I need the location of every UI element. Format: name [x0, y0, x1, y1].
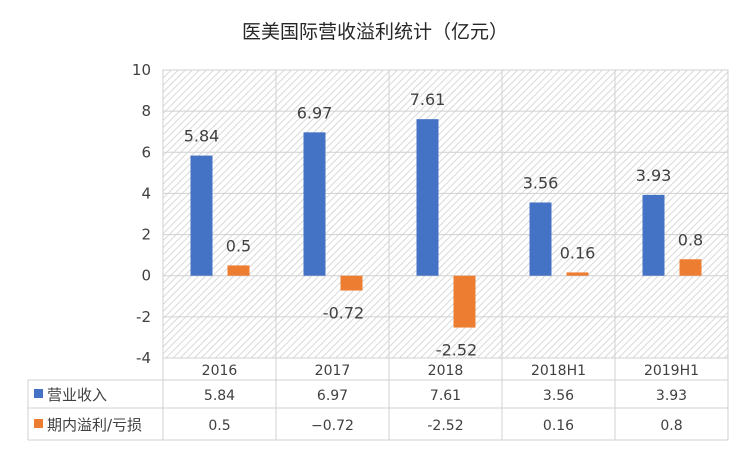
bar: [416, 119, 439, 276]
data-label: 6.97: [297, 103, 333, 122]
table-cell: 5.84: [204, 388, 235, 404]
x-tick-label: 2018H1: [531, 363, 586, 379]
chart-title: 医美国际营收溢利统计（亿元）: [242, 21, 508, 43]
data-label: 7.61: [410, 90, 446, 109]
table-cell: −0.72: [311, 418, 354, 434]
y-tick-label: 4: [141, 184, 151, 202]
bar: [453, 275, 476, 328]
y-tick-label: 2: [141, 226, 151, 244]
bar: [227, 265, 250, 276]
bar: [303, 132, 326, 276]
legend-label: 营业收入: [47, 386, 107, 404]
x-tick-label: 2017: [315, 363, 351, 379]
legend-swatch: [34, 419, 43, 428]
table-cell: 3.93: [656, 388, 687, 404]
table-cell: -2.52: [427, 418, 463, 434]
data-table: 2016 2017 2018 2018H1 2019H1 营业收入 5.84 6.97 7.61…: [27, 363, 728, 441]
y-tick-label: -2: [136, 308, 151, 326]
table-cell: 0.8: [660, 418, 682, 434]
bar: [340, 275, 363, 291]
table-cell: 0.16: [543, 418, 574, 434]
data-label: -0.72: [323, 304, 364, 323]
y-tick-label: -4: [136, 349, 151, 367]
data-label: 3.56: [523, 173, 559, 192]
bar: [529, 202, 552, 276]
bar: [642, 194, 665, 276]
y-tick-label: 0: [141, 267, 151, 285]
data-label: 0.16: [560, 243, 596, 262]
data-label: 3.93: [636, 166, 672, 185]
bar: [190, 155, 213, 276]
x-tick-label: 2016: [202, 363, 238, 379]
bar: [566, 272, 589, 276]
legend-label: 期内溢利/亏损: [47, 416, 142, 434]
y-tick-label: 6: [141, 143, 151, 161]
y-tick-label: 8: [141, 102, 151, 120]
data-label: 5.84: [184, 127, 220, 146]
data-label: 0.8: [678, 230, 703, 249]
table-cell: 3.56: [543, 388, 574, 404]
plot-background: [162, 69, 729, 359]
table-cell: 7.61: [430, 388, 461, 404]
legend-swatch: [34, 389, 43, 398]
y-tick-label: 10: [132, 61, 151, 79]
data-label: -2.52: [436, 341, 477, 360]
table-cell: 0.5: [208, 418, 230, 434]
data-label: 0.5: [226, 236, 251, 255]
x-tick-label: 2018: [428, 363, 464, 379]
x-tick-label: 2019H1: [644, 363, 699, 379]
plot-area: 10 8 6 4 2 0 -2 -4 5.84 6.97 7.61 3.56 3.93 0.5 -0.72 -…: [132, 61, 729, 440]
bar: [679, 259, 702, 276]
table-cell: 6.97: [317, 388, 348, 404]
